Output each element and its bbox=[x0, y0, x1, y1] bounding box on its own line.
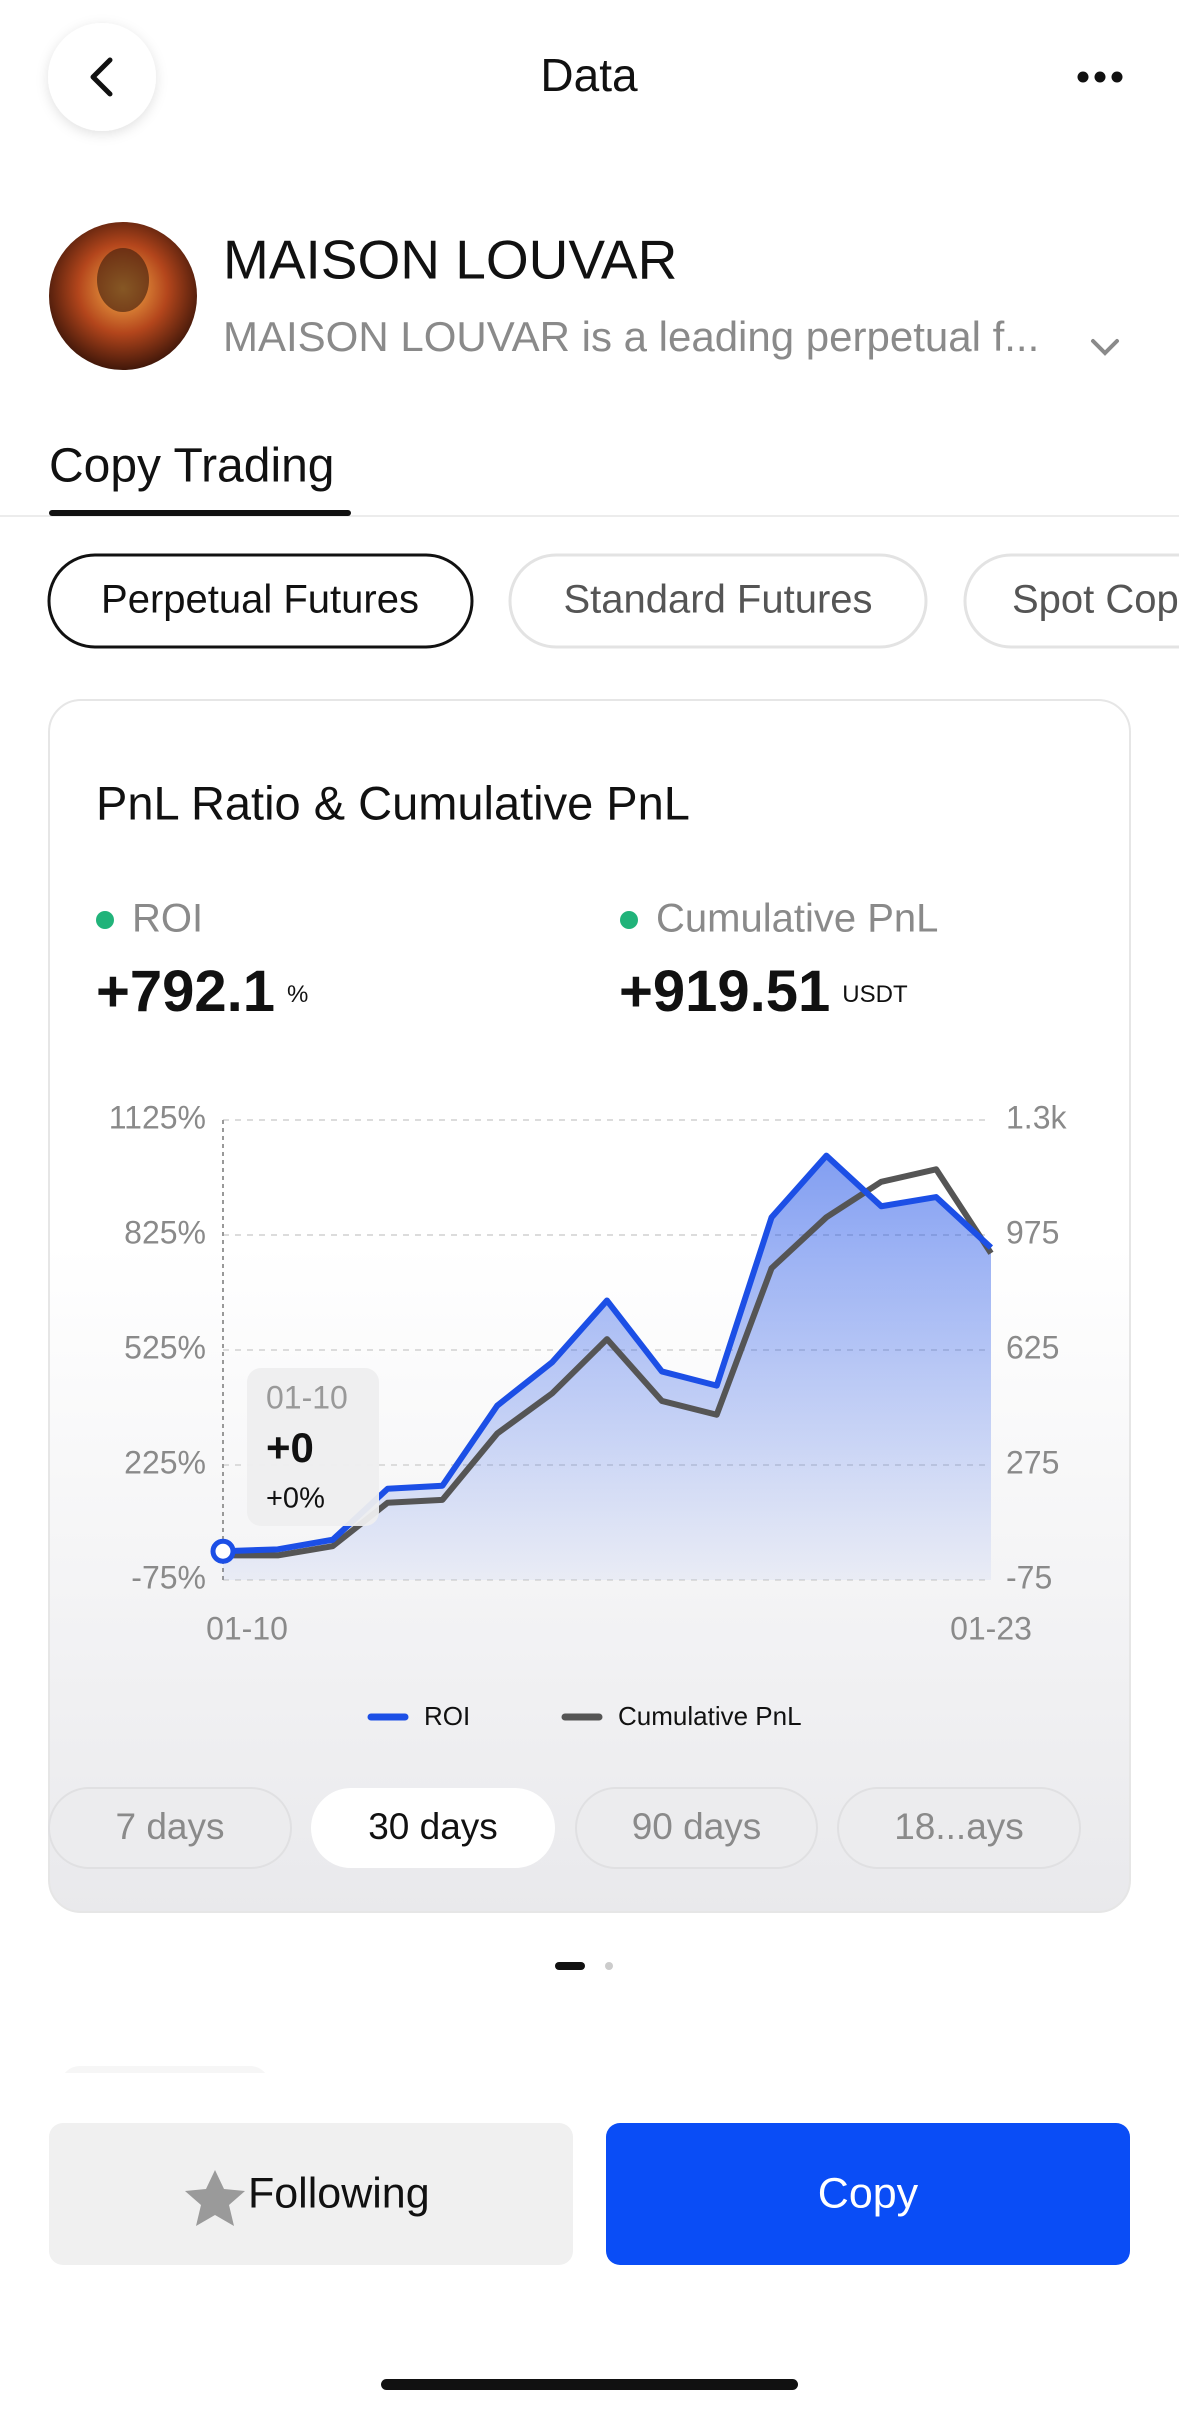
avatar-figure bbox=[97, 248, 149, 312]
chart-card bbox=[48, 699, 1131, 1913]
back-icon bbox=[90, 57, 113, 97]
follow-label: Following bbox=[248, 2169, 430, 2217]
stat-number: +792.1 bbox=[96, 959, 275, 1024]
stat-dot bbox=[96, 911, 114, 929]
stat-value: +919.51 USDT bbox=[619, 959, 908, 1024]
tab-underline bbox=[49, 510, 351, 516]
period-pill[interactable] bbox=[48, 1787, 292, 1869]
y2-tick-label: 975 bbox=[1006, 1214, 1059, 1250]
more-button[interactable] bbox=[1077, 71, 1123, 83]
period-pill[interactable] bbox=[837, 1787, 1081, 1869]
expand-icon[interactable] bbox=[1091, 339, 1119, 356]
tooltip-date: 01-10 bbox=[266, 1379, 348, 1415]
series-line bbox=[223, 1166, 994, 1559]
y-tick-label: -75% bbox=[131, 1559, 206, 1595]
period-selector: 7 days 30 days 90 days 18...ays bbox=[48, 1787, 1081, 1869]
stat-unit: % bbox=[287, 981, 308, 1008]
filter-pill[interactable] bbox=[508, 553, 928, 649]
tooltip-pnl: +0 bbox=[266, 1424, 314, 1471]
back-button[interactable] bbox=[48, 23, 156, 131]
y-tick-label: 225% bbox=[124, 1444, 206, 1480]
filter-pill[interactable] bbox=[963, 553, 1179, 649]
tooltip bbox=[247, 1368, 379, 1526]
tab[interactable]: Copy Trading bbox=[49, 440, 335, 493]
area bbox=[223, 1155, 991, 1580]
profile-name: MAISON LOUVAR bbox=[223, 229, 677, 291]
legend-label: ROI bbox=[424, 1701, 470, 1731]
pager-dot bbox=[605, 1962, 613, 1970]
period-label: 90 days bbox=[632, 1806, 762, 1847]
filter-pill[interactable] bbox=[47, 553, 474, 649]
y-tick-label: 1125% bbox=[109, 1099, 206, 1135]
stat-dot bbox=[620, 911, 638, 929]
hover-point bbox=[210, 1538, 236, 1564]
y2-tick-label: 275 bbox=[1006, 1444, 1059, 1480]
pager-active bbox=[555, 1962, 585, 1970]
period-label: 7 days bbox=[115, 1806, 224, 1847]
filter-label: Spot Copy bbox=[1012, 578, 1179, 622]
x-tick-label: 01-10 bbox=[206, 1610, 288, 1646]
page-title: Data bbox=[540, 49, 638, 101]
stat-unit: USDT bbox=[842, 981, 908, 1008]
home-indicator bbox=[381, 2379, 798, 2390]
period-label: 30 days bbox=[368, 1806, 498, 1847]
stat-label: ROI bbox=[132, 897, 203, 941]
period-label: 18...ays bbox=[894, 1806, 1024, 1847]
star-icon bbox=[185, 2170, 245, 2226]
card-title: PnL Ratio & Cumulative PnL bbox=[96, 776, 690, 829]
y-tick-label: 825% bbox=[124, 1214, 206, 1250]
y2-tick-label: 1.3k bbox=[1006, 1099, 1067, 1135]
tooltip-roi: +0% bbox=[266, 1483, 325, 1515]
copy-label: Copy bbox=[818, 2169, 919, 2217]
profile-description: MAISON LOUVAR is a leading perpetual f..… bbox=[223, 313, 1039, 360]
y2-tick-label: -75 bbox=[1006, 1559, 1052, 1595]
filter-label: Perpetual Futures bbox=[101, 578, 419, 622]
copy-button[interactable] bbox=[606, 2123, 1130, 2265]
filter-label: Standard Futures bbox=[563, 578, 872, 622]
period-pill[interactable] bbox=[311, 1788, 555, 1868]
chart: -75% 225% 525% 825% 1125% -75 275 625 975 1.3k 01-… bbox=[109, 1099, 1068, 1730]
period-pill[interactable] bbox=[575, 1787, 818, 1869]
stat-label: Cumulative PnL bbox=[656, 897, 938, 941]
follow-button[interactable] bbox=[49, 2123, 573, 2265]
legend-label: Cumulative PnL bbox=[618, 1701, 802, 1731]
stat-number: +919.51 bbox=[619, 959, 830, 1024]
y-tick-label: 525% bbox=[124, 1329, 206, 1365]
stat-value: +792.1% bbox=[96, 959, 308, 1024]
x-tick-label: 01-23 bbox=[950, 1610, 1032, 1646]
y2-tick-label: 625 bbox=[1006, 1329, 1059, 1365]
